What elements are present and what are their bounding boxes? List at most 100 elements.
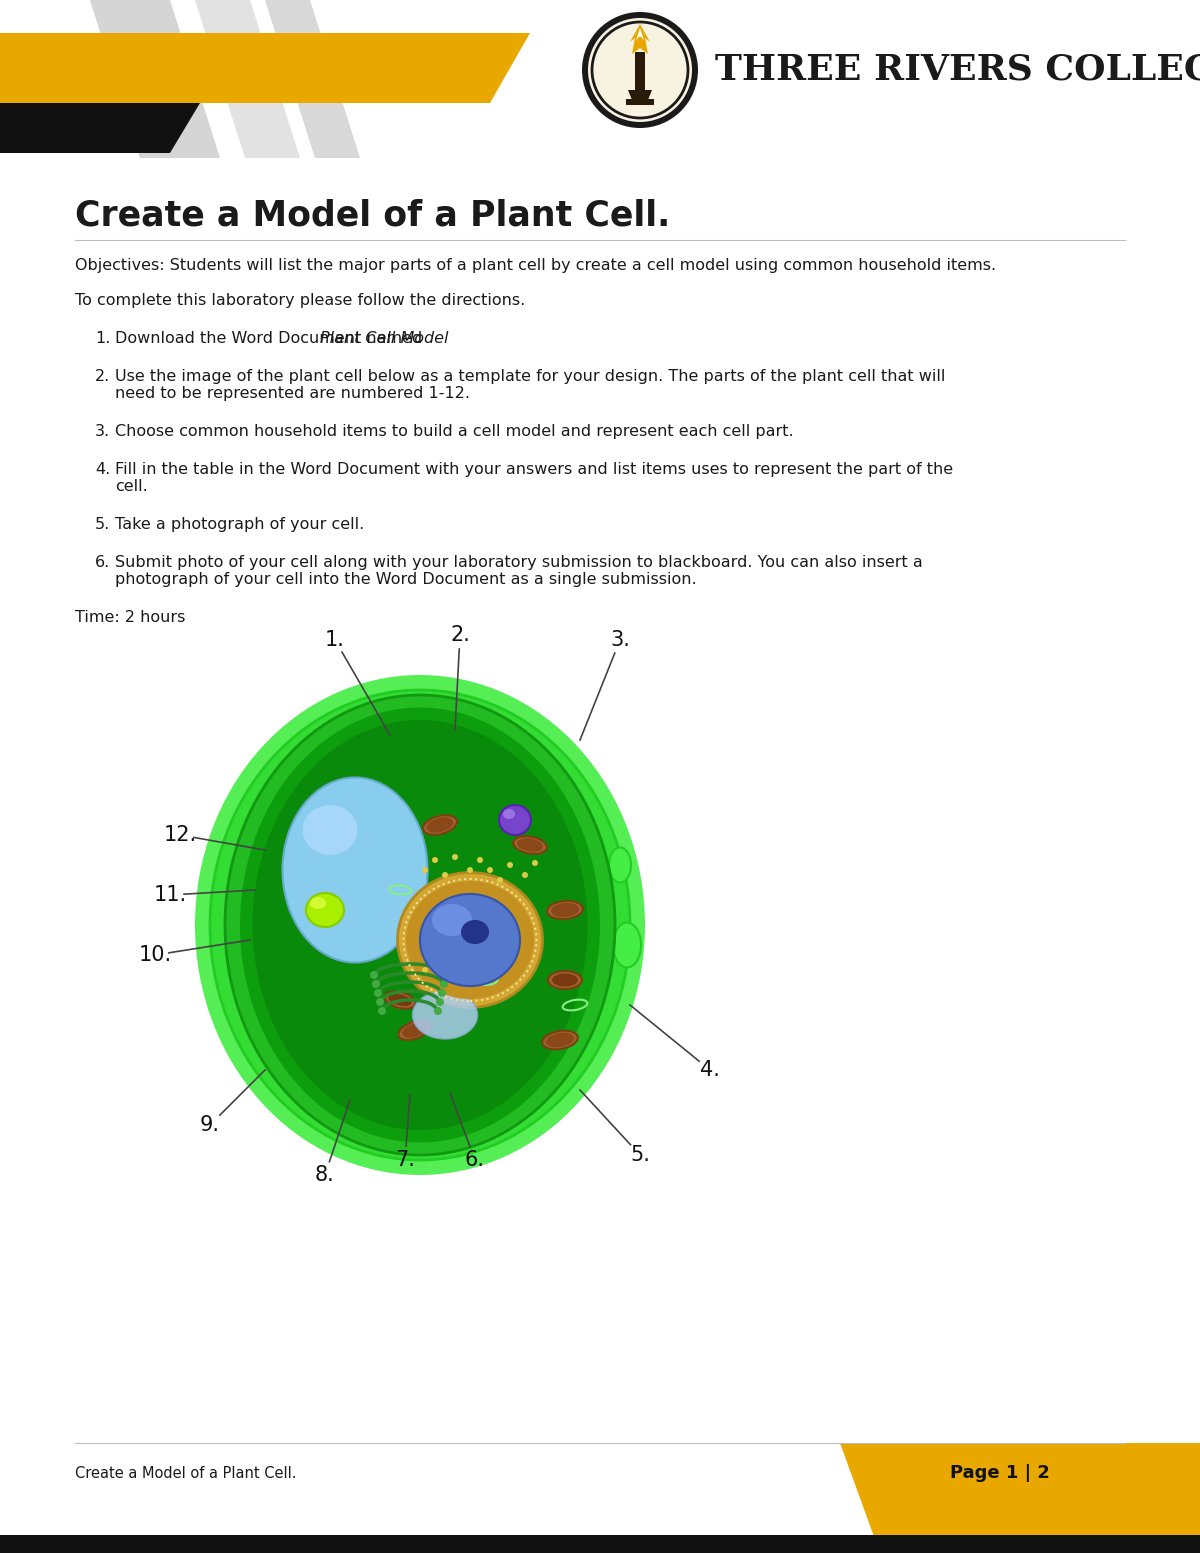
Polygon shape [636, 28, 644, 40]
Ellipse shape [413, 991, 478, 1039]
Ellipse shape [374, 989, 382, 997]
Ellipse shape [406, 881, 534, 999]
Polygon shape [0, 102, 200, 154]
Text: Objectives: Students will list the major parts of a plant cell by create a cell : Objectives: Students will list the major… [74, 258, 996, 273]
Text: 2.: 2. [95, 370, 110, 384]
Text: Fill in the table in the Word Document with your answers and list items uses to : Fill in the table in the Word Document w… [115, 461, 953, 494]
Ellipse shape [438, 989, 446, 997]
Ellipse shape [310, 898, 326, 909]
Ellipse shape [440, 980, 448, 988]
Ellipse shape [461, 919, 490, 944]
Ellipse shape [422, 867, 428, 873]
Ellipse shape [514, 836, 547, 854]
Ellipse shape [397, 873, 542, 1008]
Ellipse shape [532, 860, 538, 867]
Ellipse shape [497, 877, 503, 884]
Ellipse shape [434, 1006, 442, 1016]
Bar [0, 1534, 1200, 1553]
Text: Time: 2 hours: Time: 2 hours [74, 610, 185, 624]
Ellipse shape [384, 991, 415, 1009]
Ellipse shape [240, 708, 600, 1143]
Polygon shape [90, 0, 220, 158]
Ellipse shape [548, 971, 582, 989]
Ellipse shape [372, 980, 380, 988]
Ellipse shape [252, 721, 588, 1131]
Ellipse shape [437, 957, 443, 963]
Text: To complete this laboratory please follow the directions.: To complete this laboratory please follo… [74, 294, 526, 307]
Text: Plant Cell Model: Plant Cell Model [319, 331, 448, 346]
Text: 4.: 4. [700, 1061, 720, 1079]
Text: Choose common household items to build a cell model and represent each cell part: Choose common household items to build a… [115, 424, 793, 439]
Text: 3.: 3. [95, 424, 110, 439]
Polygon shape [265, 0, 360, 158]
Ellipse shape [210, 690, 630, 1160]
Ellipse shape [487, 867, 493, 873]
Ellipse shape [436, 999, 444, 1006]
Text: 9.: 9. [200, 1115, 220, 1135]
Text: 5.: 5. [95, 517, 110, 533]
Polygon shape [628, 90, 652, 99]
Ellipse shape [226, 696, 616, 1155]
Ellipse shape [542, 1031, 577, 1050]
Text: Take a photograph of your cell.: Take a photograph of your cell. [115, 517, 365, 533]
Ellipse shape [370, 971, 378, 978]
Ellipse shape [467, 867, 473, 873]
Ellipse shape [551, 902, 578, 918]
Ellipse shape [452, 971, 458, 975]
Text: Use the image of the plant cell below as a template for your design. The parts o: Use the image of the plant cell below as… [115, 370, 946, 401]
Polygon shape [0, 33, 530, 102]
Text: 1.: 1. [95, 331, 110, 346]
Text: 3.: 3. [610, 631, 630, 651]
Ellipse shape [402, 1022, 428, 1037]
Polygon shape [630, 23, 650, 54]
Ellipse shape [376, 999, 384, 1006]
Text: 5.: 5. [630, 1145, 650, 1165]
Ellipse shape [306, 893, 344, 927]
Text: 6.: 6. [466, 1151, 485, 1169]
Ellipse shape [442, 971, 450, 978]
Ellipse shape [610, 848, 631, 882]
Text: 11.: 11. [154, 885, 186, 905]
Polygon shape [194, 0, 300, 158]
Ellipse shape [546, 1033, 574, 1047]
Ellipse shape [432, 904, 472, 936]
Ellipse shape [442, 871, 448, 877]
Text: 2.: 2. [450, 624, 470, 644]
Ellipse shape [588, 19, 692, 123]
Bar [635, 51, 646, 90]
Ellipse shape [420, 895, 520, 986]
Ellipse shape [552, 974, 578, 986]
Ellipse shape [508, 862, 514, 868]
Ellipse shape [503, 809, 515, 818]
Text: THREE RIVERS COLLEGE: THREE RIVERS COLLEGE [715, 53, 1200, 87]
Text: Create a Model of a Plant Cell.: Create a Model of a Plant Cell. [74, 197, 671, 231]
Ellipse shape [582, 12, 698, 127]
Ellipse shape [517, 839, 542, 851]
Text: 10.: 10. [138, 944, 172, 964]
Text: 12.: 12. [163, 825, 197, 845]
Ellipse shape [522, 871, 528, 877]
Text: .: . [415, 331, 421, 346]
Ellipse shape [282, 778, 427, 963]
Ellipse shape [194, 676, 646, 1176]
Ellipse shape [422, 815, 457, 836]
Text: 1.: 1. [325, 631, 344, 651]
Ellipse shape [478, 857, 482, 863]
Ellipse shape [432, 857, 438, 863]
Ellipse shape [427, 817, 454, 832]
Text: 6.: 6. [95, 554, 110, 570]
Ellipse shape [499, 804, 530, 836]
Ellipse shape [398, 1020, 432, 1041]
Ellipse shape [613, 922, 641, 968]
Ellipse shape [378, 1006, 386, 1016]
Text: Page 1 | 2: Page 1 | 2 [950, 1464, 1050, 1482]
Text: 7.: 7. [395, 1151, 415, 1169]
Polygon shape [840, 1443, 1200, 1553]
Ellipse shape [547, 901, 583, 919]
Ellipse shape [302, 804, 358, 856]
Text: Download the Word Document named: Download the Word Document named [115, 331, 427, 346]
Text: Submit photo of your cell along with your laboratory submission to blackboard. Y: Submit photo of your cell along with you… [115, 554, 923, 587]
Text: 8.: 8. [316, 1165, 335, 1185]
Bar [626, 99, 654, 106]
Text: Create a Model of a Plant Cell.: Create a Model of a Plant Cell. [74, 1466, 296, 1480]
